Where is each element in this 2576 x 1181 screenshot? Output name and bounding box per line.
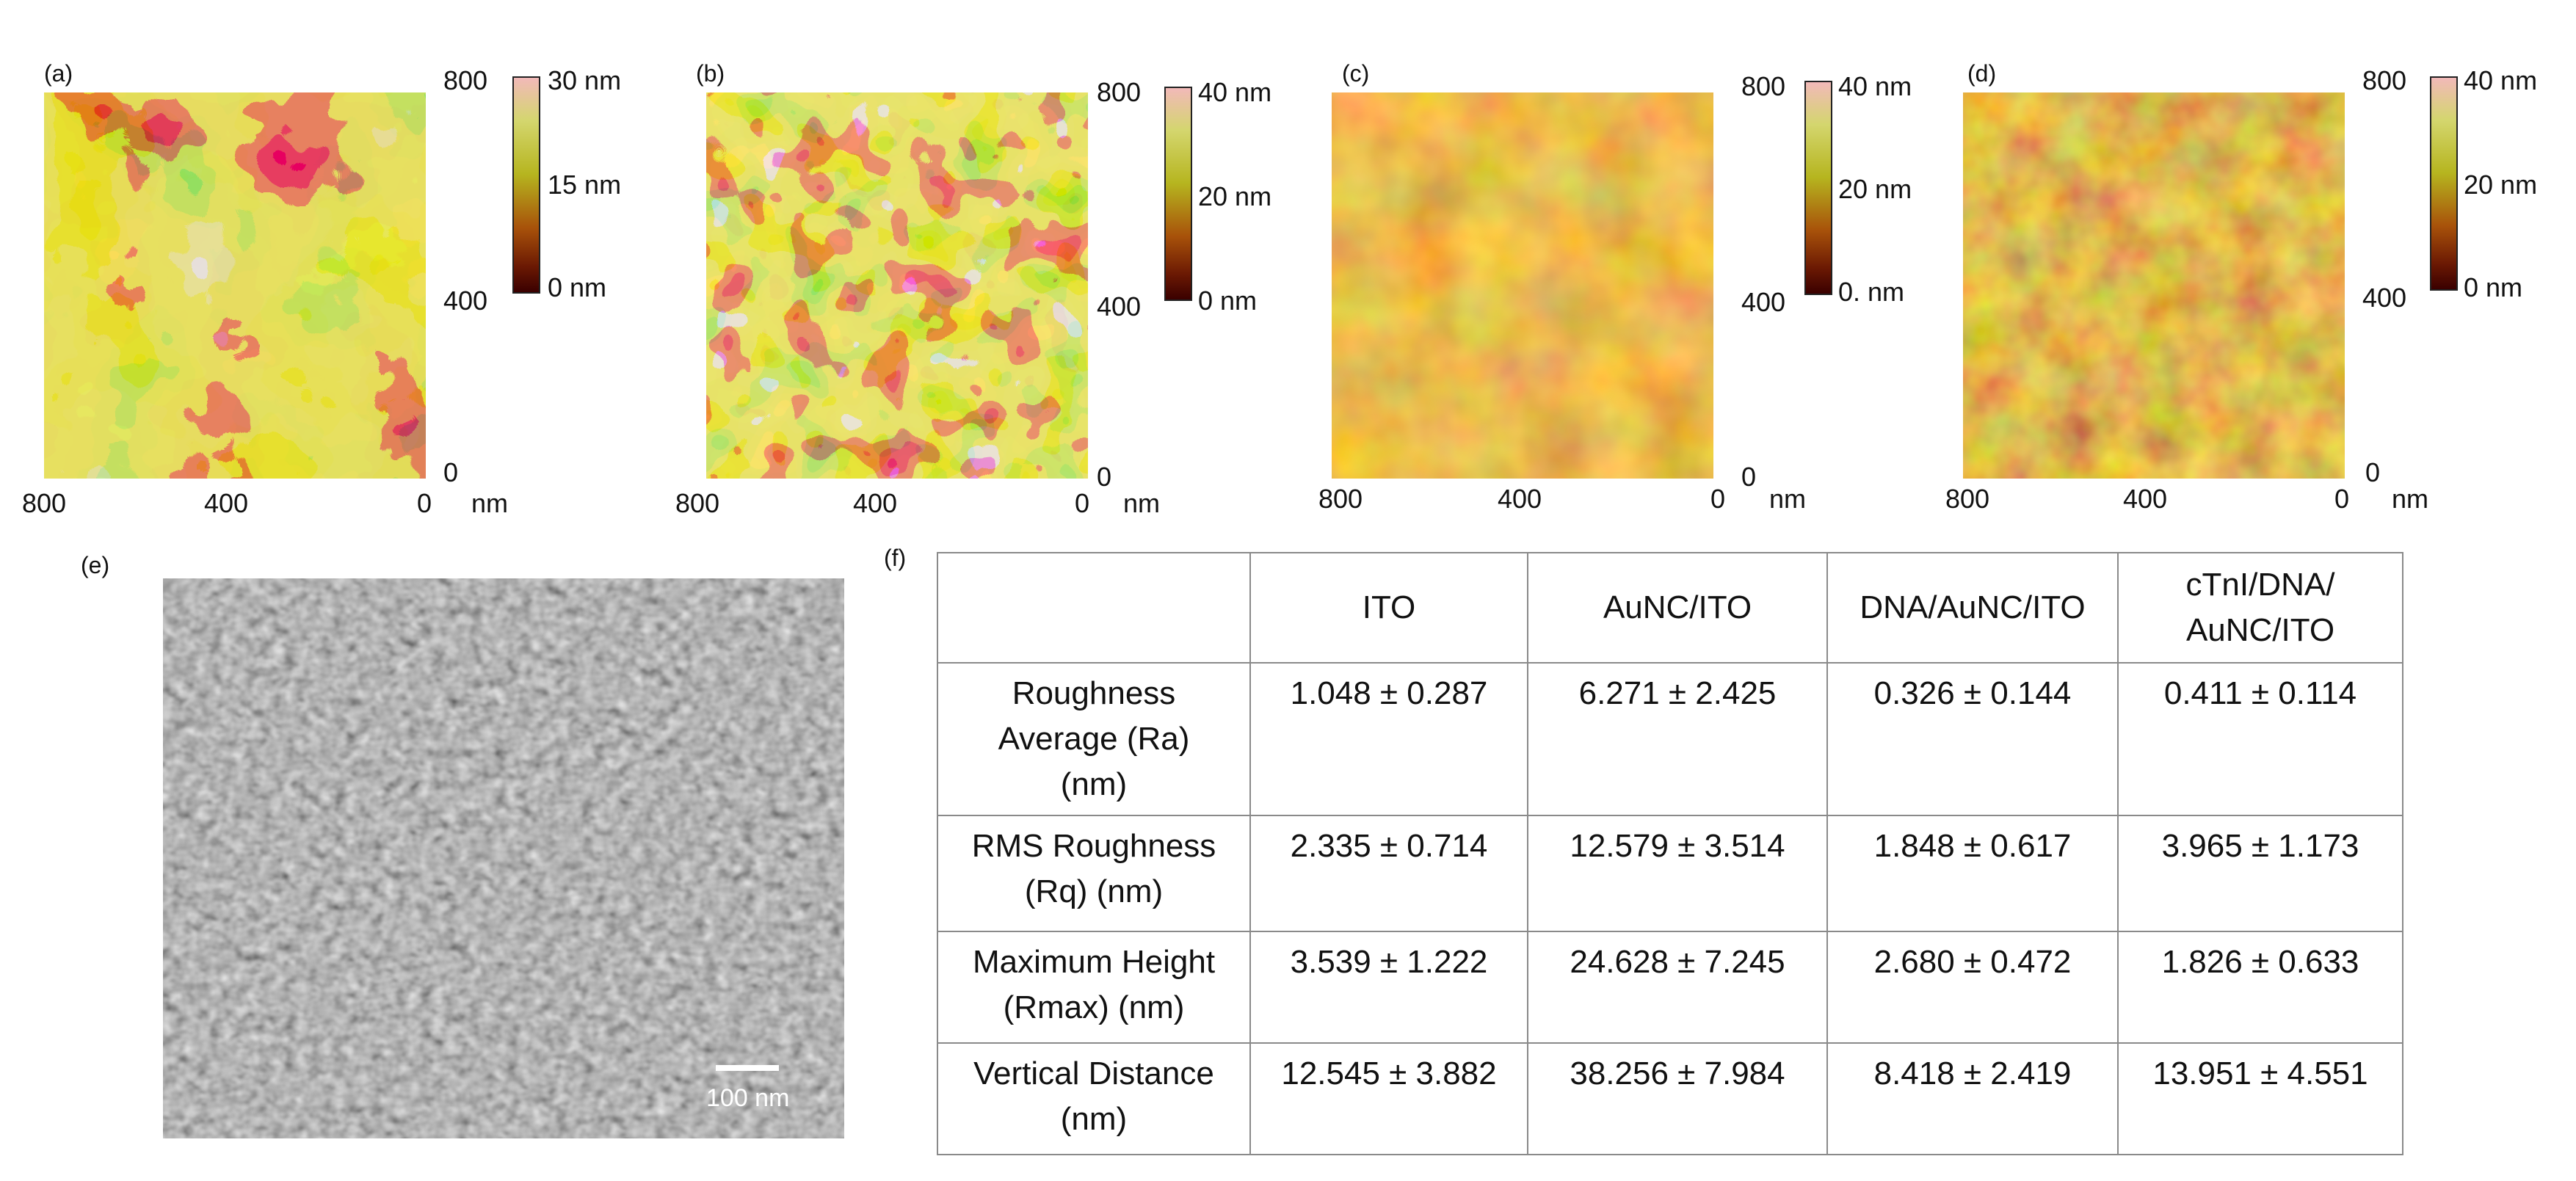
colorbar-b xyxy=(1164,87,1192,301)
colorbar-max-a: 30 nm xyxy=(548,65,622,95)
colorbar-min-c: 0. nm xyxy=(1838,277,1905,307)
colorbar-mid-c: 20 nm xyxy=(1838,174,1912,204)
sem-image xyxy=(163,578,844,1138)
colorbar-d xyxy=(2430,76,2458,291)
table-cell: 38.256 ± 7.984 xyxy=(1527,1042,1828,1155)
table-header-cell xyxy=(937,552,1251,664)
table-cell: 0.326 ± 0.144 xyxy=(1826,662,2119,816)
x-unit-b: nm xyxy=(1123,488,1161,518)
afm-image-c xyxy=(1332,92,1713,479)
afm-image-b xyxy=(706,92,1088,479)
panel-label-b: (b) xyxy=(696,60,725,87)
panel-label-c: (c) xyxy=(1342,60,1370,87)
colorbar-a xyxy=(512,76,540,294)
table-row: Vertical Distance (nm) 12.545 ± 3.882 38… xyxy=(937,1042,2403,1155)
y-tick-bottom-a: 0 xyxy=(443,457,459,487)
x-unit-d: nm xyxy=(2392,484,2429,514)
roughness-table: ITO AuNC/ITO DNA/AuNC/ITO cTnI/DNA/ AuNC… xyxy=(937,552,2403,1155)
panel-label-d: (d) xyxy=(1967,60,1997,87)
row-label: Roughness Average (Ra) (nm) xyxy=(937,662,1251,816)
table-cell: 1.826 ± 0.633 xyxy=(2117,931,2403,1044)
afm-image-a xyxy=(44,92,426,479)
afm-image-d xyxy=(1963,92,2345,479)
row-label: Vertical Distance (nm) xyxy=(937,1042,1251,1155)
colorbar-max-d: 40 nm xyxy=(2464,65,2538,95)
x-tick-left-b: 800 xyxy=(675,488,720,518)
x-unit-a: nm xyxy=(471,488,509,518)
x-tick-mid-c: 400 xyxy=(1498,484,1542,514)
table-header-cell: ITO xyxy=(1249,552,1528,664)
colorbar-mid-a: 15 nm xyxy=(548,170,622,200)
colorbar-max-b: 40 nm xyxy=(1198,77,1272,107)
row-label: Maximum Height (Rmax) (nm) xyxy=(937,931,1251,1044)
y-tick-mid-a: 400 xyxy=(443,286,488,316)
table-cell: 12.579 ± 3.514 xyxy=(1527,815,1828,932)
table-cell: 12.545 ± 3.882 xyxy=(1249,1042,1528,1155)
table-header-row: ITO AuNC/ITO DNA/AuNC/ITO cTnI/DNA/ AuNC… xyxy=(937,552,2403,664)
colorbar-min-d: 0 nm xyxy=(2464,272,2523,302)
table-row: RMS Roughness (Rq) (nm) 2.335 ± 0.714 12… xyxy=(937,815,2403,932)
panel-label-f: (f) xyxy=(884,545,907,571)
y-tick-top-a: 800 xyxy=(443,65,488,95)
colorbar-mid-b: 20 nm xyxy=(1198,181,1272,211)
table-cell: 24.628 ± 7.245 xyxy=(1527,931,1828,1044)
x-tick-left-d: 800 xyxy=(1945,484,1990,514)
table-cell: 2.680 ± 0.472 xyxy=(1826,931,2119,1044)
table-cell: 1.848 ± 0.617 xyxy=(1826,815,2119,932)
colorbar-c xyxy=(1804,81,1832,295)
table-cell: 3.539 ± 1.222 xyxy=(1249,931,1528,1044)
table-cell: 1.048 ± 0.287 xyxy=(1249,662,1528,816)
row-label: RMS Roughness (Rq) (nm) xyxy=(937,815,1251,932)
x-tick-right-d: 0 xyxy=(2334,484,2350,514)
table-header-cell: cTnI/DNA/ AuNC/ITO xyxy=(2117,552,2403,664)
x-unit-c: nm xyxy=(1769,484,1807,514)
y-tick-top-c: 800 xyxy=(1741,71,1786,101)
table-row: Maximum Height (Rmax) (nm) 3.539 ± 1.222… xyxy=(937,931,2403,1044)
table-header-cell: DNA/AuNC/ITO xyxy=(1826,552,2119,664)
y-tick-bottom-c: 0 xyxy=(1741,462,1757,492)
colorbar-mid-d: 20 nm xyxy=(2464,170,2538,200)
table-cell: 0.411 ± 0.114 xyxy=(2117,662,2403,816)
y-tick-mid-b: 400 xyxy=(1097,291,1142,321)
x-tick-right-c: 0 xyxy=(1710,484,1726,514)
y-tick-top-d: 800 xyxy=(2362,65,2407,95)
panel-label-e: (e) xyxy=(81,552,110,578)
table-cell: 13.951 ± 4.551 xyxy=(2117,1042,2403,1155)
table-cell: 2.335 ± 0.714 xyxy=(1249,815,1528,932)
table-cell: 6.271 ± 2.425 xyxy=(1527,662,1828,816)
scale-bar xyxy=(716,1065,779,1071)
y-tick-mid-d: 400 xyxy=(2362,283,2407,313)
scale-bar-label: 100 nm xyxy=(706,1084,790,1112)
table-cell: 8.418 ± 2.419 xyxy=(1826,1042,2119,1155)
x-tick-mid-b: 400 xyxy=(853,488,898,518)
y-tick-bottom-d: 0 xyxy=(2365,457,2381,487)
y-tick-bottom-b: 0 xyxy=(1097,462,1112,492)
x-tick-left-a: 800 xyxy=(22,488,67,518)
x-tick-right-b: 0 xyxy=(1075,488,1090,518)
colorbar-max-c: 40 nm xyxy=(1838,71,1912,101)
panel-label-a: (a) xyxy=(44,60,73,87)
x-tick-mid-a: 400 xyxy=(204,488,249,518)
table-cell: 3.965 ± 1.173 xyxy=(2117,815,2403,932)
colorbar-min-a: 0 nm xyxy=(548,272,607,302)
colorbar-min-b: 0 nm xyxy=(1198,286,1258,316)
y-tick-mid-c: 400 xyxy=(1741,287,1786,317)
table-header-cell: AuNC/ITO xyxy=(1527,552,1828,664)
x-tick-mid-d: 400 xyxy=(2123,484,2168,514)
x-tick-left-c: 800 xyxy=(1318,484,1363,514)
x-tick-right-a: 0 xyxy=(417,488,432,518)
table-row: Roughness Average (Ra) (nm) 1.048 ± 0.28… xyxy=(937,662,2403,816)
y-tick-top-b: 800 xyxy=(1097,77,1142,107)
